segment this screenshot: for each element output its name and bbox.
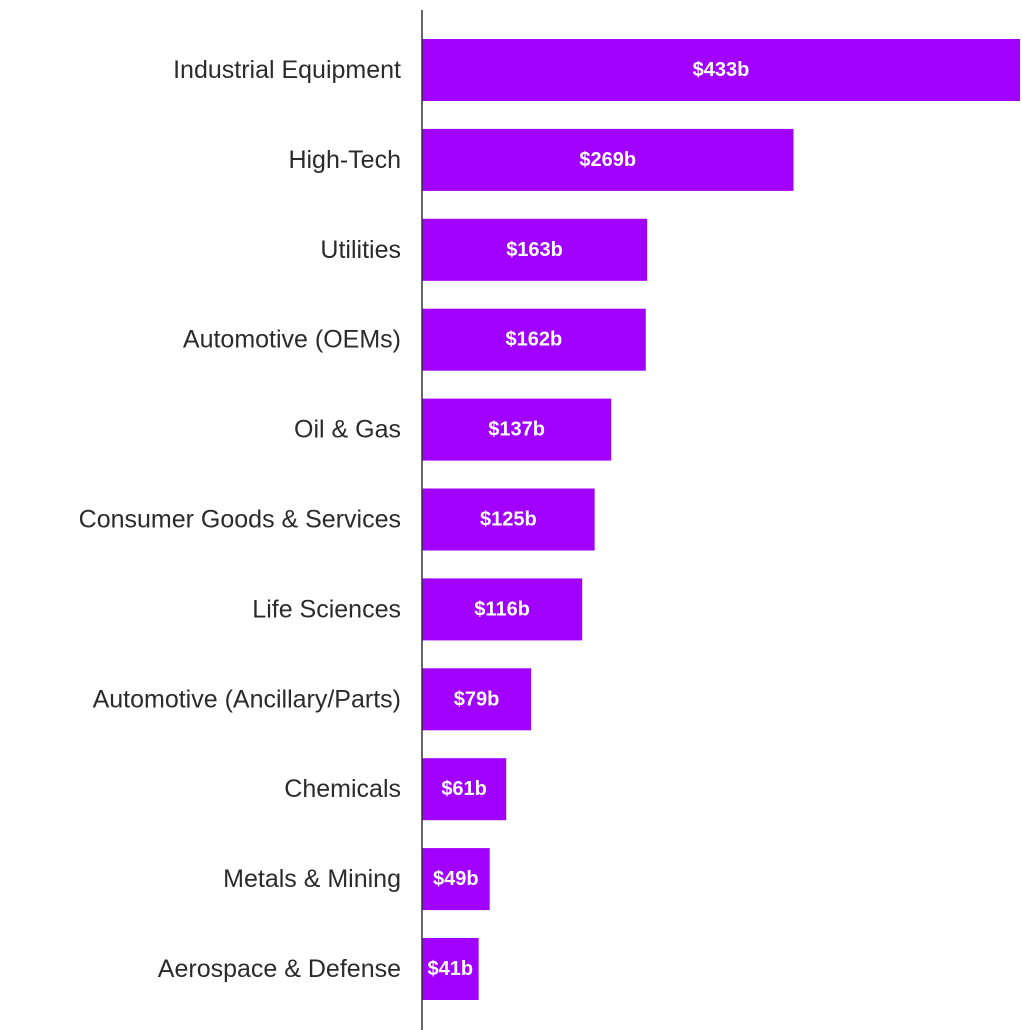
category-label: Utilities [320,236,401,264]
bar-value-label: $137b [488,419,545,441]
bar-value-label: $162b [506,329,563,351]
bar-value-label: $49b [433,868,479,890]
bar [422,578,583,641]
bar [422,128,794,191]
bar [422,39,1020,101]
category-label: Chemicals [284,775,401,803]
category-label: Life Sciences [252,595,401,623]
bar [422,218,648,281]
bar-value-label: $79b [454,688,500,710]
bar-value-label: $269b [579,149,636,171]
category-label: Automotive (Ancillary/Parts) [93,685,401,713]
bar-value-label: $61b [441,778,487,800]
bar [422,488,595,551]
bars-layer: $433b $269b $163b $162b $137b $125b $116b $79b $… [422,39,1020,1000]
bar-value-label: $163b [506,239,563,261]
category-label: Oil & Gas [294,416,401,444]
bar [422,308,646,371]
category-label: Automotive (OEMs) [183,326,401,354]
category-labels-layer: Industrial Equipment High-Tech Utilities Au… [79,56,401,983]
bar-value-label: $116b [474,598,530,620]
category-label: Consumer Goods & Services [79,506,401,534]
category-label: Industrial Equipment [173,56,401,84]
bar [422,938,479,1000]
bar-value-label: $41b [428,958,474,980]
category-label: Aerospace & Defense [158,955,401,983]
category-label: Metals & Mining [223,865,401,893]
bar-value-label: $433b [693,59,750,81]
category-label: High-Tech [288,146,401,174]
bar [422,758,507,821]
bar [422,848,490,911]
bar-value-label: $125b [480,509,537,531]
bar [422,668,532,731]
bar [422,398,612,461]
